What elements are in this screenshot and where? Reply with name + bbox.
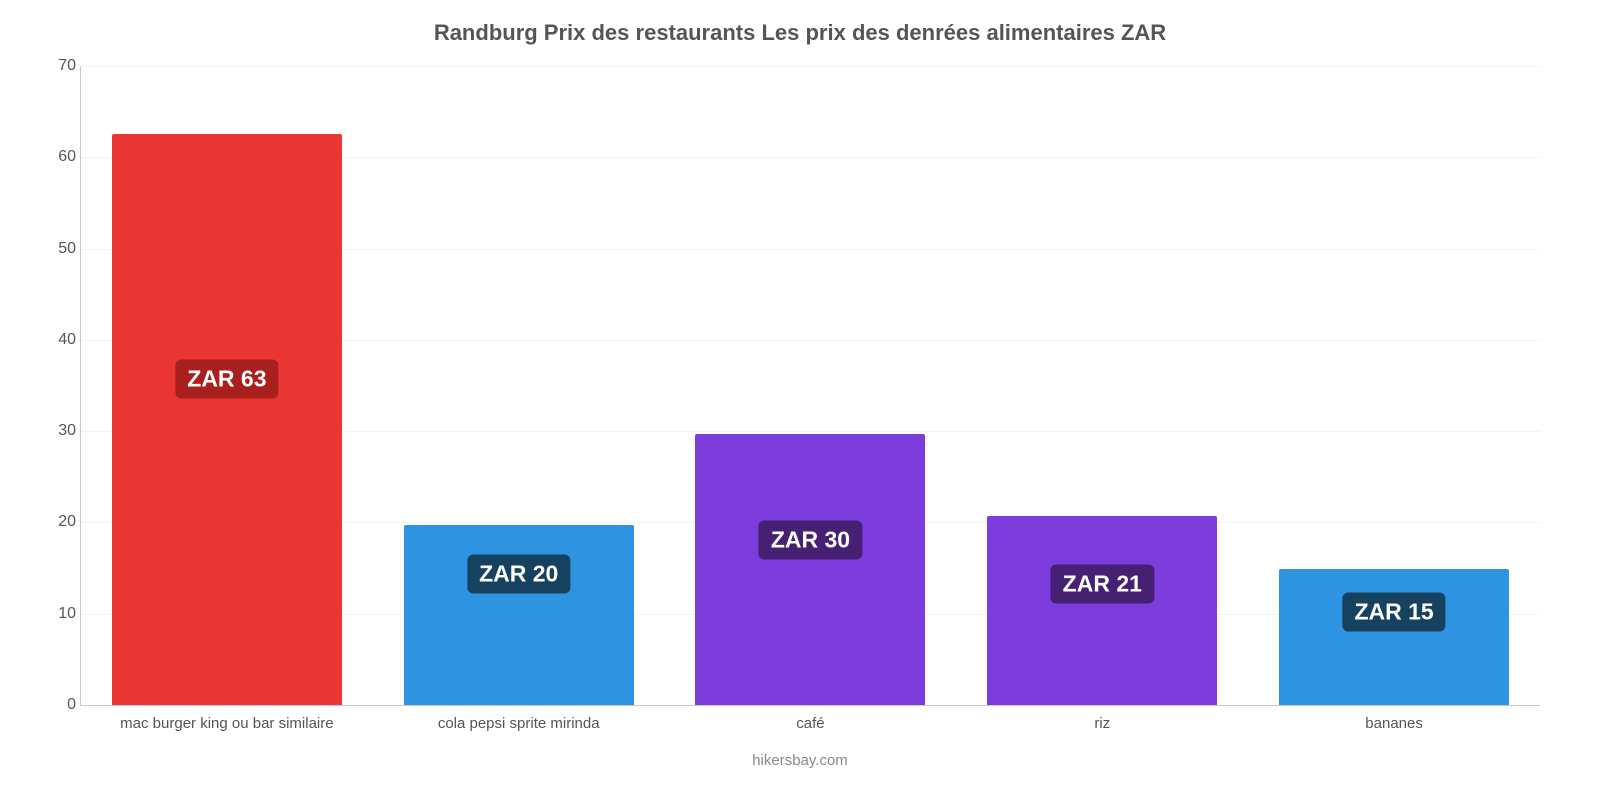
value-badge-0: ZAR 63 (175, 360, 278, 399)
plot-area: 010203040506070 ZAR 63 ZAR 20 ZAR 30 ZAR… (80, 66, 1540, 706)
x-label-1: cola pepsi sprite mirinda (384, 715, 654, 732)
chart-area: 010203040506070 ZAR 63 ZAR 20 ZAR 30 ZAR… (80, 66, 1540, 706)
value-badge-2: ZAR 30 (759, 521, 862, 560)
bar-slot-1: ZAR 20 (384, 66, 654, 705)
y-tick: 20 (46, 513, 76, 531)
x-label-2: café (675, 715, 945, 732)
x-label-4: bananes (1259, 715, 1529, 732)
y-tick: 10 (46, 605, 76, 623)
bar-slot-0: ZAR 63 (92, 66, 362, 705)
bar-slot-3: ZAR 21 (967, 66, 1237, 705)
bars-row: ZAR 63 ZAR 20 ZAR 30 ZAR 21 ZAR (81, 66, 1540, 705)
y-tick: 50 (46, 240, 76, 258)
source-label: hikersbay.com (40, 752, 1560, 769)
bar-0: ZAR 63 (112, 134, 342, 705)
chart-title: Randburg Prix des restaurants Les prix d… (40, 20, 1560, 46)
bar-slot-2: ZAR 30 (675, 66, 945, 705)
y-tick: 60 (46, 148, 76, 166)
value-badge-4: ZAR 15 (1342, 593, 1445, 632)
bar-1: ZAR 20 (404, 525, 634, 705)
bar-2: ZAR 30 (695, 434, 925, 705)
x-label-0: mac burger king ou bar similaire (92, 715, 362, 732)
x-label-3: riz (967, 715, 1237, 732)
value-badge-3: ZAR 21 (1051, 564, 1154, 603)
value-badge-1: ZAR 20 (467, 555, 570, 594)
bar-slot-4: ZAR 15 (1259, 66, 1529, 705)
y-tick: 30 (46, 422, 76, 440)
y-tick: 0 (46, 696, 76, 714)
y-tick: 40 (46, 331, 76, 349)
x-axis-labels: mac burger king ou bar similaire cola pe… (81, 715, 1540, 732)
y-tick: 70 (46, 57, 76, 75)
bar-4: ZAR 15 (1279, 569, 1509, 705)
bar-3: ZAR 21 (987, 516, 1217, 705)
